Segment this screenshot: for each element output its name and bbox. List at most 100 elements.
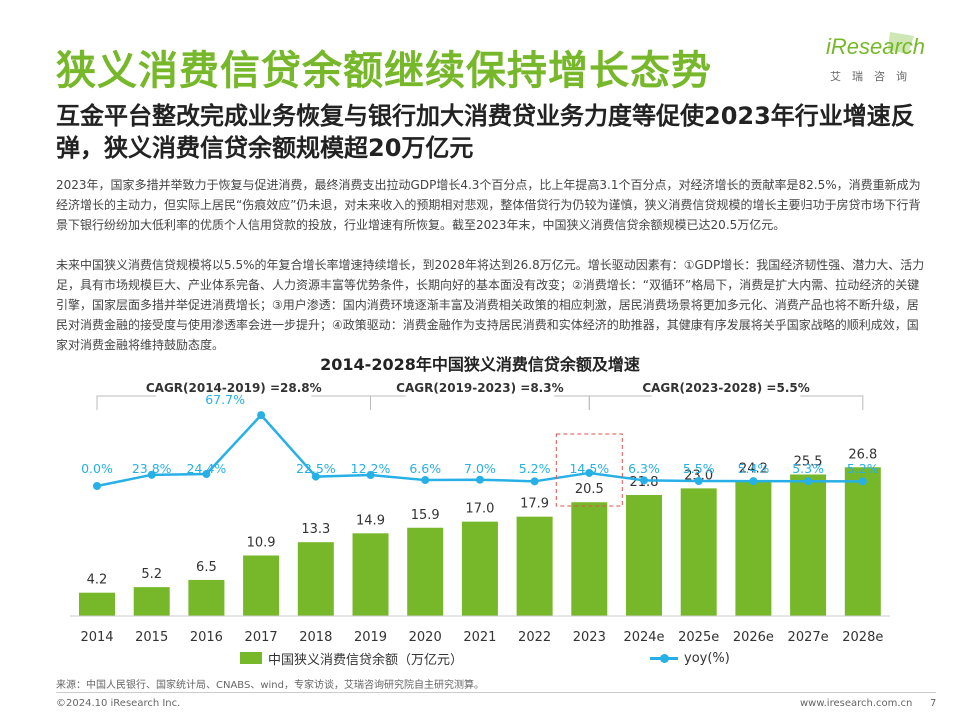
legend-bar: 中国狭义消费信贷余额（万亿元）: [240, 648, 463, 668]
bar: [243, 555, 280, 616]
yoy-point: [640, 476, 648, 485]
yoy-point: [93, 482, 101, 490]
footer-copyright: ©2024.10 iResearch Inc.: [56, 698, 181, 709]
bar-value-label: 17.0: [465, 502, 494, 517]
page-number: 7: [930, 698, 937, 709]
bar-value-label: 5.2: [141, 567, 162, 582]
cagr-bracket-right: [311, 395, 371, 410]
legend-line: yoy(%): [650, 648, 730, 668]
yoy-value-label: 5.5%: [683, 461, 715, 476]
yoy-value-label: 5.3%: [792, 461, 824, 476]
cagr-bracket-left: [370, 395, 406, 410]
bar-value-label: 13.3: [301, 522, 330, 537]
x-tick-label: 2023: [573, 630, 606, 645]
yoy-point: [475, 475, 484, 484]
legend-line-swatch: [650, 653, 678, 663]
yoy-value-label: 67.7%: [205, 392, 245, 407]
bar: [297, 542, 334, 616]
yoy-value-label: 6.3%: [628, 461, 660, 476]
x-tick-label: 2020: [409, 630, 442, 645]
logo-subtext: 艾瑞咨询: [830, 70, 918, 83]
source-note: 来源：中国人民银行、国家统计局、CNABS、wind，专家访谈，艾瑞咨询研究院自…: [56, 680, 484, 691]
x-tick-label: 2026e: [733, 630, 774, 645]
bar-value-label: 4.2: [87, 573, 108, 588]
bar: [79, 592, 115, 616]
bar: [188, 579, 225, 616]
bar: [735, 481, 772, 616]
yoy-point: [530, 477, 539, 486]
x-tick-label: 2021: [463, 630, 496, 645]
x-tick-label: 2022: [518, 630, 551, 645]
cagr-bracket-left: [96, 395, 157, 410]
iresearch-logo: iResearch 艾瑞咨询: [826, 30, 936, 88]
cagr-label: CAGR(2014-2019) =28.8%: [146, 381, 322, 395]
bar: [352, 533, 389, 616]
yoy-point: [421, 476, 430, 485]
x-tick-label: 2027e: [788, 630, 829, 645]
yoy-point: [311, 472, 320, 481]
cagr-label: CAGR(2019-2023) =8.3%: [396, 381, 563, 395]
bar-value-label: 24.2: [739, 462, 768, 477]
bar: [571, 502, 608, 616]
cagr-label: CAGR(2023-2028) =5.5%: [642, 381, 809, 395]
yoy-value-label: 14.5%: [569, 461, 609, 476]
yoy-value-label: 7.0%: [464, 461, 496, 476]
yoy-point: [202, 470, 211, 479]
bar-value-label: 17.9: [520, 497, 549, 512]
yoy-point: [366, 471, 375, 480]
x-tick-label: 2024e: [623, 630, 664, 645]
yoy-point: [804, 477, 813, 486]
yoy-value-label: 5.2%: [519, 461, 551, 476]
cagr-bracket-right: [800, 395, 864, 410]
yoy-value-label: 5.2%: [847, 461, 879, 476]
yoy-point: [749, 477, 758, 486]
x-tick-label: 2016: [190, 630, 223, 645]
yoy-point: [585, 468, 594, 477]
bar: [790, 474, 827, 616]
legend-line-label: yoy(%): [684, 650, 730, 666]
bar: [133, 587, 170, 616]
yoy-point: [858, 477, 867, 486]
x-tick-label: 2025e: [678, 630, 719, 645]
yoy-value-label: 12.2%: [351, 461, 391, 476]
yoy-value-label: 24.4%: [187, 461, 227, 476]
legend-bar-swatch: [240, 652, 262, 664]
footer-url: www.iresearch.com.cn: [800, 698, 913, 709]
bar: [516, 516, 553, 616]
logo-word: iResearch: [826, 34, 926, 59]
yoy-value-label: 23.8%: [132, 461, 172, 476]
bar-value-label: 23.0: [684, 468, 713, 483]
x-tick-label: 2018: [299, 630, 332, 645]
bar: [844, 467, 881, 616]
credit-chart: 2014-2028年中国狭义消费信贷余额及增速 CAGR(2014-2019) =…: [70, 355, 890, 645]
yoy-point: [147, 470, 156, 479]
page-title: 狭义消费信贷余额继续保持增长态势: [56, 48, 712, 94]
highlight-box: [555, 433, 623, 507]
bar: [680, 488, 717, 616]
yoy-point: [257, 411, 266, 420]
bar: [626, 495, 662, 616]
legend-bar-label: 中国狭义消费信贷余额（万亿元）: [268, 652, 464, 668]
bar-value-label: 6.5: [196, 560, 217, 575]
paragraph-2: 未来中国狭义消费信贷规模将以5.5%的年复合增长率增速持续增长，到2028年将达…: [56, 258, 925, 352]
yoy-value-label: 22.5%: [296, 461, 336, 476]
logo-mark-icon: [888, 32, 914, 54]
yoy-value-label: 5.4%: [738, 461, 770, 476]
x-tick-label: 2028e: [842, 630, 883, 645]
cagr-bracket-left: [588, 395, 652, 410]
yoy-value-label: 6.6%: [409, 461, 441, 476]
x-tick-label: 2017: [245, 630, 278, 645]
bar-value-label: 26.8: [848, 447, 877, 462]
x-tick-label: 2014: [80, 630, 113, 645]
paragraph-1: 2023年，国家多措并举致力于恢复与促进消费，最终消费支出拉动GDP增长4.3个…: [56, 178, 921, 232]
footer-divider: [56, 692, 936, 693]
bar-value-label: 15.9: [411, 508, 440, 523]
yoy-point: [694, 477, 703, 486]
subtitle: 互金平台整改完成业务恢复与银行加大消费贷业务力度等促使2023年行业增速反弹，狭…: [56, 102, 915, 162]
bar-value-label: 25.5: [794, 454, 823, 469]
cagr-bracket-right: [554, 395, 590, 410]
chart-title: 2014-2028年中国狭义消费信贷余额及增速: [320, 355, 640, 374]
bar-value-label: 14.9: [356, 513, 385, 528]
yoy-value-label: 0.0%: [81, 461, 113, 476]
bar-value-label: 20.5: [575, 482, 604, 497]
